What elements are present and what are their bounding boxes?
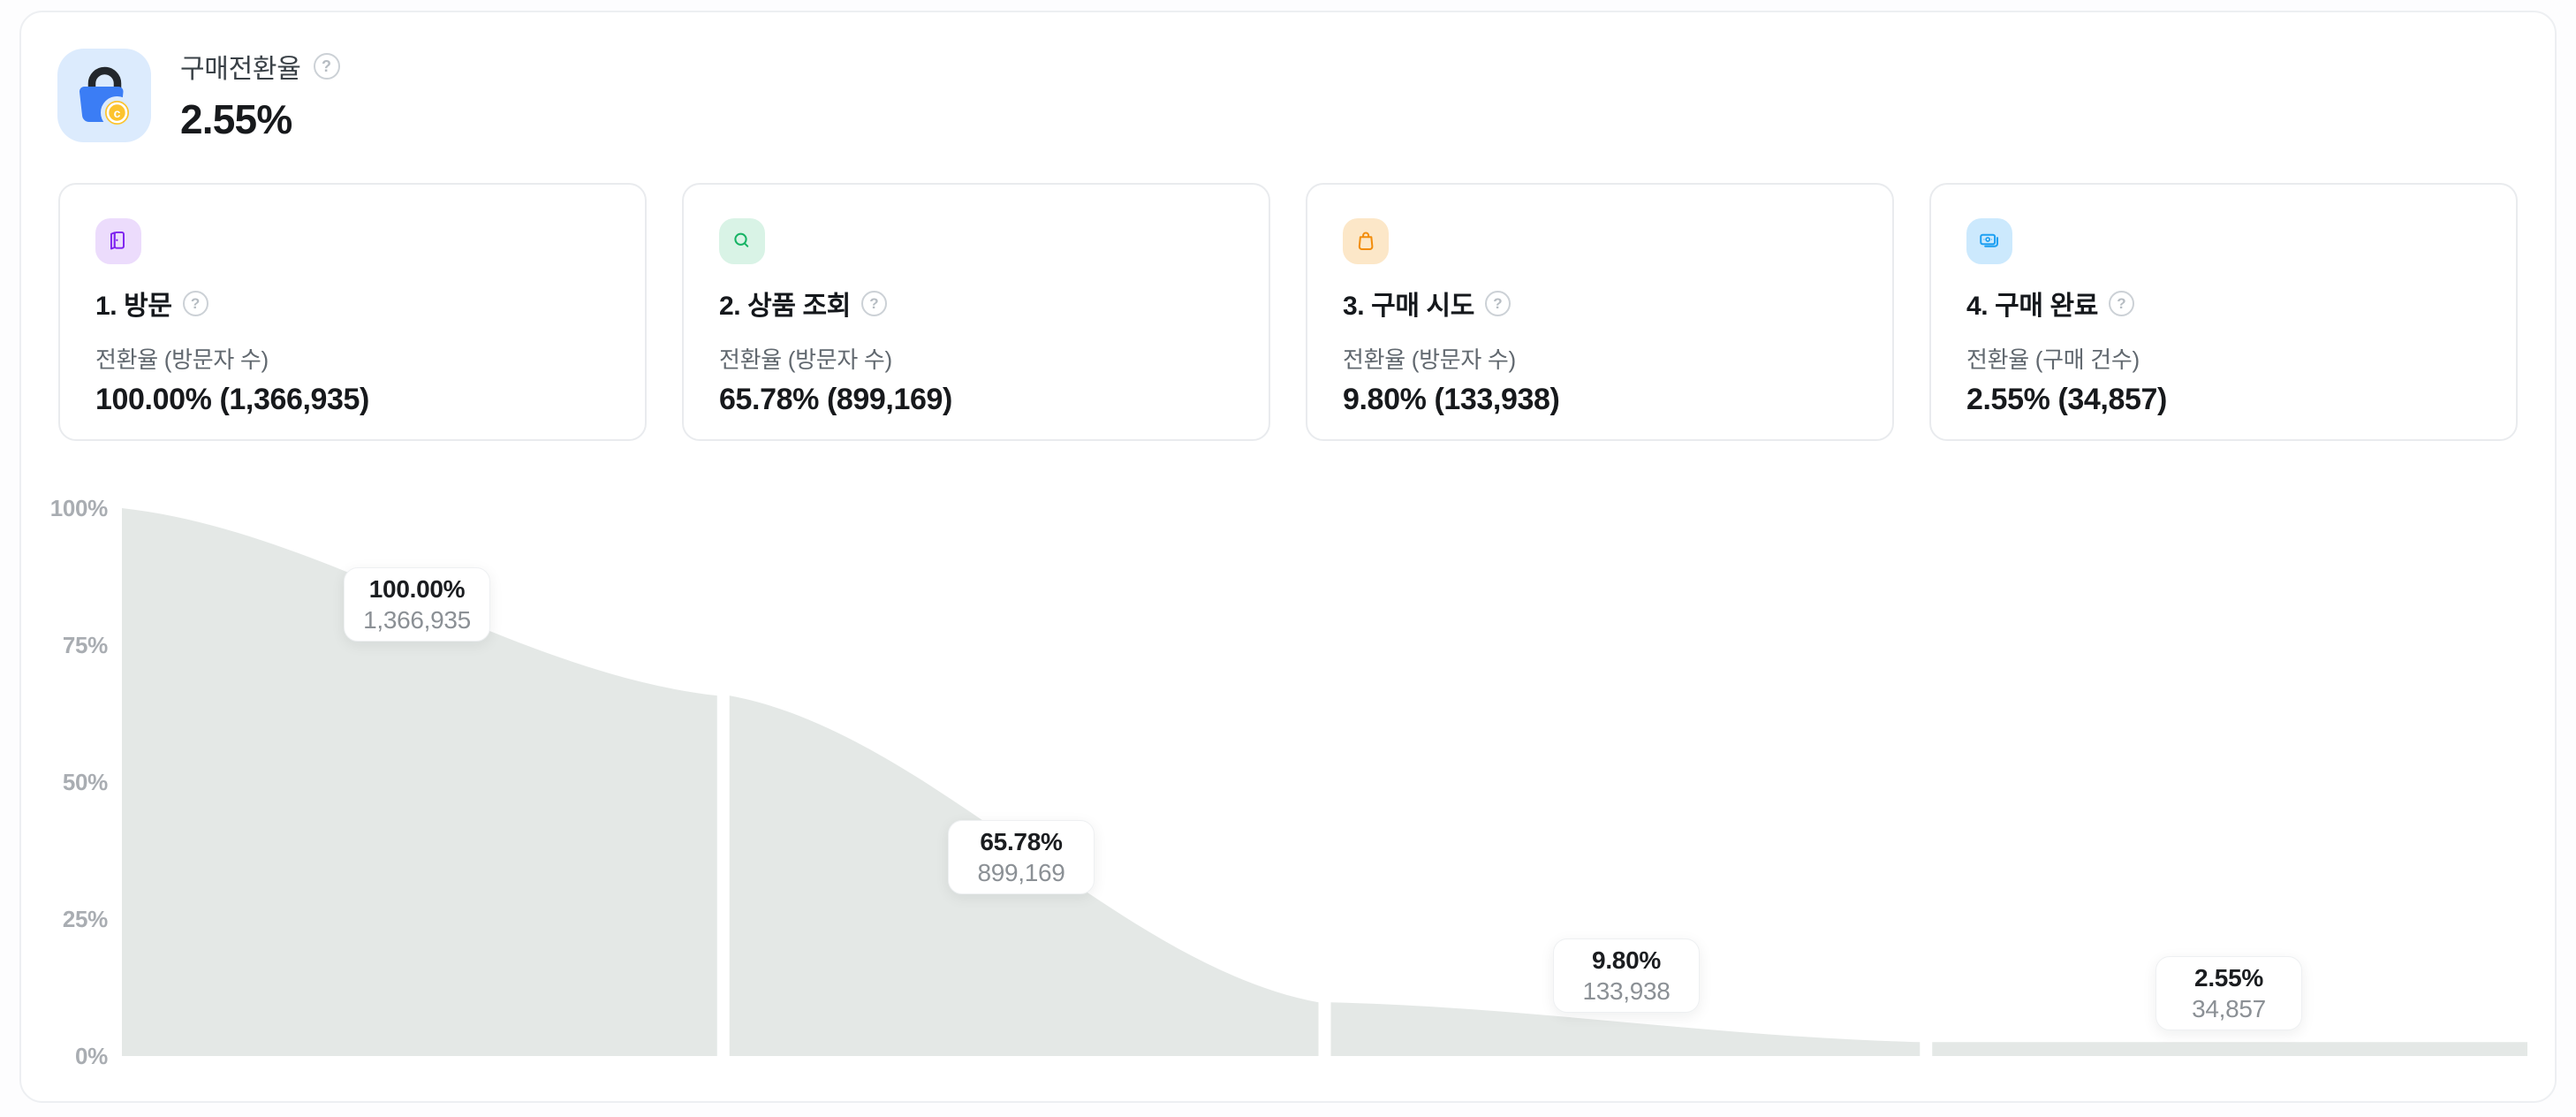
coin-letter: c — [114, 106, 121, 120]
step-title: 3. 구매 시도 — [1343, 292, 1474, 321]
metric-value: 65.78% (899,169) — [719, 383, 952, 416]
step-title: 2. 상품 조회 — [719, 292, 851, 321]
help-icon[interactable]: ? — [313, 53, 340, 80]
tooltip-percent: 9.80% — [1592, 946, 1661, 974]
step-card-visit: 1. 방문 ? 전환율 (방문자 수) 100.00% (1,366,935) — [58, 183, 647, 441]
y-axis-label-25: 25% — [62, 906, 108, 932]
panel-header-text: 구매전환율 ? 2.55% — [180, 49, 340, 143]
metric-label: 전환율 (방문자 수) — [95, 346, 269, 373]
metric-value: 2.55% (34,857) — [1966, 383, 2167, 416]
funnel-segment-4[interactable] — [1932, 1042, 2527, 1056]
purchase-bag-coin-svg: c — [79, 66, 133, 129]
funnel-segment-3[interactable] — [1330, 1002, 1921, 1056]
shopping-bag-icon — [1343, 218, 1389, 264]
help-icon[interactable]: ? — [2108, 290, 2134, 316]
y-axis-label-100: 100% — [49, 495, 109, 521]
tooltip-percent: 100.00% — [368, 575, 466, 603]
funnel-tooltip-product-view: 65.78% 899,169 — [948, 820, 1095, 894]
metric-value: 9.80% (133,938) — [1343, 383, 1560, 416]
tooltip-percent: 65.78% — [980, 828, 1063, 855]
purchase-bag-coin-icon: c — [57, 49, 151, 142]
help-icon[interactable]: ? — [860, 290, 887, 316]
y-axis-label-50: 50% — [62, 769, 108, 795]
funnel-tooltip-visit: 100.00% 1,366,935 — [344, 567, 490, 642]
step-title: 1. 방문 — [95, 292, 172, 321]
help-icon[interactable]: ? — [182, 290, 208, 316]
funnel-tooltip-purchase-complete: 2.55% 34,857 — [2156, 956, 2302, 1030]
step-card-purchase-complete: 4. 구매 완료 ? 전환율 (구매 건수) 2.55% (34,857) — [1929, 183, 2518, 441]
metric-value: 100.00% (1,366,935) — [95, 383, 369, 416]
tooltip-count: 899,169 — [977, 859, 1065, 886]
step-card-product-view: 2. 상품 조회 ? 전환율 (방문자 수) 65.78% (899,169) — [682, 183, 1270, 441]
banknote-icon — [1966, 218, 2012, 264]
tooltip-percent: 2.55% — [2194, 964, 2263, 992]
door-icon — [95, 218, 141, 264]
tooltip-count: 133,938 — [1582, 977, 1671, 1005]
tooltip-count: 34,857 — [2192, 995, 2266, 1022]
overall-conversion-value: 2.55% — [180, 96, 292, 142]
magnifier-icon — [719, 218, 765, 264]
step-card-purchase-attempt: 3. 구매 시도 ? 전환율 (방문자 수) 9.80% (133,938) — [1306, 183, 1894, 441]
panel-title: 구매전환율 — [180, 55, 301, 84]
funnel-tooltip-purchase-attempt: 9.80% 133,938 — [1553, 938, 1700, 1013]
step-title: 4. 구매 완료 — [1966, 292, 2098, 321]
metric-label: 전환율 (구매 건수) — [1966, 346, 2140, 373]
tooltip-count: 1,366,935 — [363, 606, 471, 634]
help-icon[interactable]: ? — [1484, 290, 1511, 316]
metric-label: 전환율 (방문자 수) — [1343, 346, 1516, 373]
funnel-segment-1[interactable] — [122, 508, 717, 1056]
metric-label: 전환율 (방문자 수) — [719, 346, 892, 373]
y-axis-label-0: 0% — [75, 1043, 108, 1069]
funnel-step-cards: 1. 방문 ? 전환율 (방문자 수) 100.00% (1,366,935) … — [58, 183, 2518, 441]
y-axis-label-75: 75% — [62, 632, 108, 658]
